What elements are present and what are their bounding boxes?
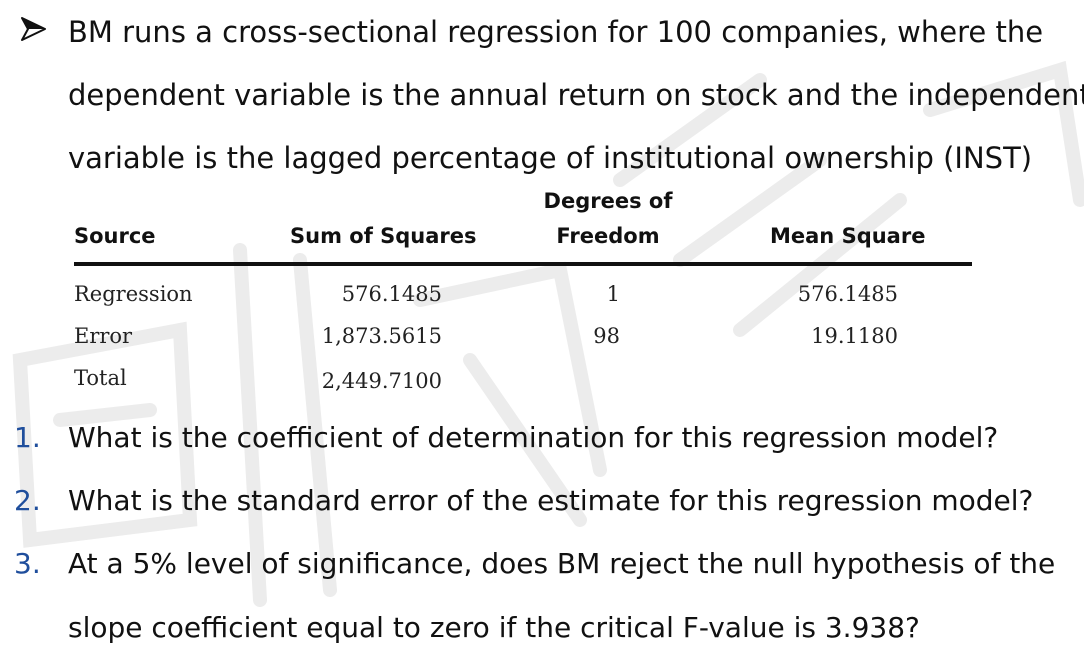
row-regression-ms: 576.1485	[797, 282, 898, 306]
question-text: At a 5% level of significance, does BM r…	[68, 547, 1056, 580]
header-mean-square: Mean Square	[770, 224, 926, 248]
header-freedom: Freedom	[556, 224, 660, 248]
question-item-1: 1. What is the coefficient of determinat…	[0, 406, 1084, 470]
row-regression-source: Regression	[74, 282, 193, 306]
question-number: 2.	[14, 484, 41, 517]
question-item-2: 2. What is the standard error of the est…	[0, 469, 1084, 533]
question-text: What is the standard error of the estima…	[68, 484, 1034, 517]
arrow-bullet-icon	[21, 17, 46, 41]
row-regression-ss: 576.1485	[341, 282, 442, 306]
question-item-3-continued: slope coefficient equal to zero if the c…	[0, 596, 1084, 660]
question-text-continued: slope coefficient equal to zero if the c…	[68, 611, 920, 644]
row-error-ss: 1,873.5615	[321, 324, 442, 348]
intro-line-3: variable is the lagged percentage of ins…	[68, 141, 1033, 175]
row-total-ss: 2,449.7100	[321, 369, 442, 393]
header-sum-of-squares: Sum of Squares	[290, 224, 477, 248]
row-total-source: Total	[74, 366, 127, 390]
intro-line-2: dependent variable is the annual return …	[68, 78, 1084, 112]
row-regression-df: 1	[606, 282, 620, 306]
header-degrees-of: Degrees of	[543, 189, 673, 213]
row-error-df: 98	[593, 324, 620, 348]
row-error-ms: 19.1180	[811, 324, 898, 348]
question-text: What is the coefficient of determination…	[68, 421, 999, 454]
intro-line-1: BM runs a cross-sectional regression for…	[68, 15, 1044, 49]
header-rule	[74, 262, 972, 266]
question-item-3: 3. At a 5% level of significance, does B…	[0, 532, 1084, 596]
header-source: Source	[74, 224, 156, 248]
row-error-source: Error	[74, 324, 133, 348]
question-number: 3.	[14, 547, 41, 580]
question-number: 1.	[14, 421, 41, 454]
